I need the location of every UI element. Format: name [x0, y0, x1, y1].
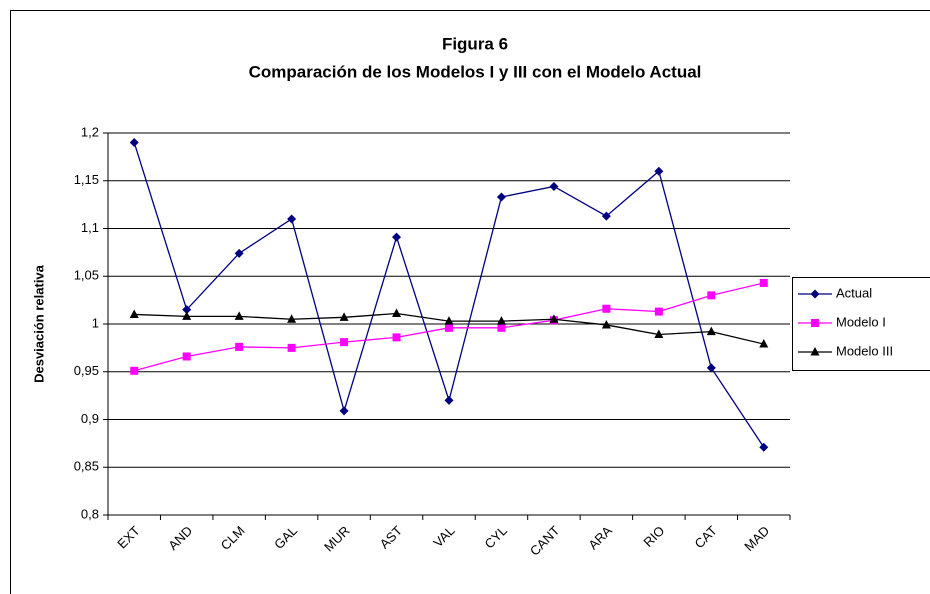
x-tick-label: AST [377, 523, 406, 552]
marker [601, 319, 611, 329]
x-tick-label: ARA [585, 523, 615, 553]
marker [234, 311, 244, 320]
x-tick-label: GAL [271, 523, 300, 552]
chart-border [10, 10, 930, 594]
y-tick-label: 0,8 [81, 506, 99, 521]
marker [654, 329, 664, 339]
y-tick-label: 0,85 [74, 459, 99, 474]
marker [130, 366, 139, 375]
marker [339, 406, 349, 416]
marker [496, 316, 506, 325]
marker [182, 311, 192, 320]
marker [810, 347, 820, 356]
x-tick-label: CLM [218, 523, 248, 553]
y-axis-label: Desviación relativa [31, 264, 46, 383]
legend-label: Modelo I [836, 314, 886, 329]
x-tick-label: RIO [640, 523, 667, 550]
y-tick-label: 1,05 [74, 268, 99, 283]
marker [287, 343, 296, 352]
marker [340, 338, 349, 347]
marker [706, 363, 716, 373]
y-tick-label: 1,15 [74, 172, 99, 187]
marker [654, 166, 664, 176]
marker [602, 304, 611, 313]
y-tick-label: 1,2 [81, 124, 99, 139]
marker [129, 138, 139, 148]
marker [810, 289, 820, 299]
marker [444, 395, 454, 405]
marker [444, 316, 454, 325]
marker [287, 214, 297, 224]
x-tick-label: EXT [114, 523, 143, 552]
marker [234, 248, 244, 258]
marker [549, 314, 559, 323]
marker [707, 291, 716, 300]
marker [706, 326, 716, 336]
chart-subtitle: Comparación de los Modelos I y III con e… [249, 62, 702, 81]
x-tick-label: CYL [482, 523, 510, 551]
marker [129, 309, 139, 318]
marker [601, 211, 611, 221]
marker [654, 307, 663, 316]
x-tick-label: AND [165, 523, 195, 553]
y-tick-label: 0,95 [74, 363, 99, 378]
marker [497, 323, 506, 332]
marker [811, 319, 819, 327]
marker [392, 232, 402, 242]
marker [182, 352, 191, 361]
y-tick-label: 1,1 [81, 220, 99, 235]
marker [339, 312, 349, 321]
marker [392, 308, 402, 317]
marker [759, 278, 768, 287]
x-tick-label: MAD [741, 523, 772, 554]
legend-label: Modelo III [836, 343, 893, 358]
x-tick-label: MUR [321, 523, 353, 555]
marker [496, 192, 506, 202]
marker [759, 442, 769, 452]
chart-title: Figura 6 [442, 34, 508, 53]
marker [392, 333, 401, 342]
marker [759, 339, 769, 348]
x-tick-label: CANT [527, 523, 563, 559]
y-tick-label: 0,9 [81, 411, 99, 426]
marker [445, 323, 453, 332]
x-tick-label: CAT [692, 523, 720, 551]
marker [182, 305, 192, 315]
y-tick-label: 1 [92, 315, 99, 330]
marker [287, 314, 297, 323]
x-tick-label: VAL [430, 523, 457, 550]
marker [549, 181, 559, 191]
marker [235, 342, 244, 351]
legend-label: Actual [836, 285, 872, 300]
